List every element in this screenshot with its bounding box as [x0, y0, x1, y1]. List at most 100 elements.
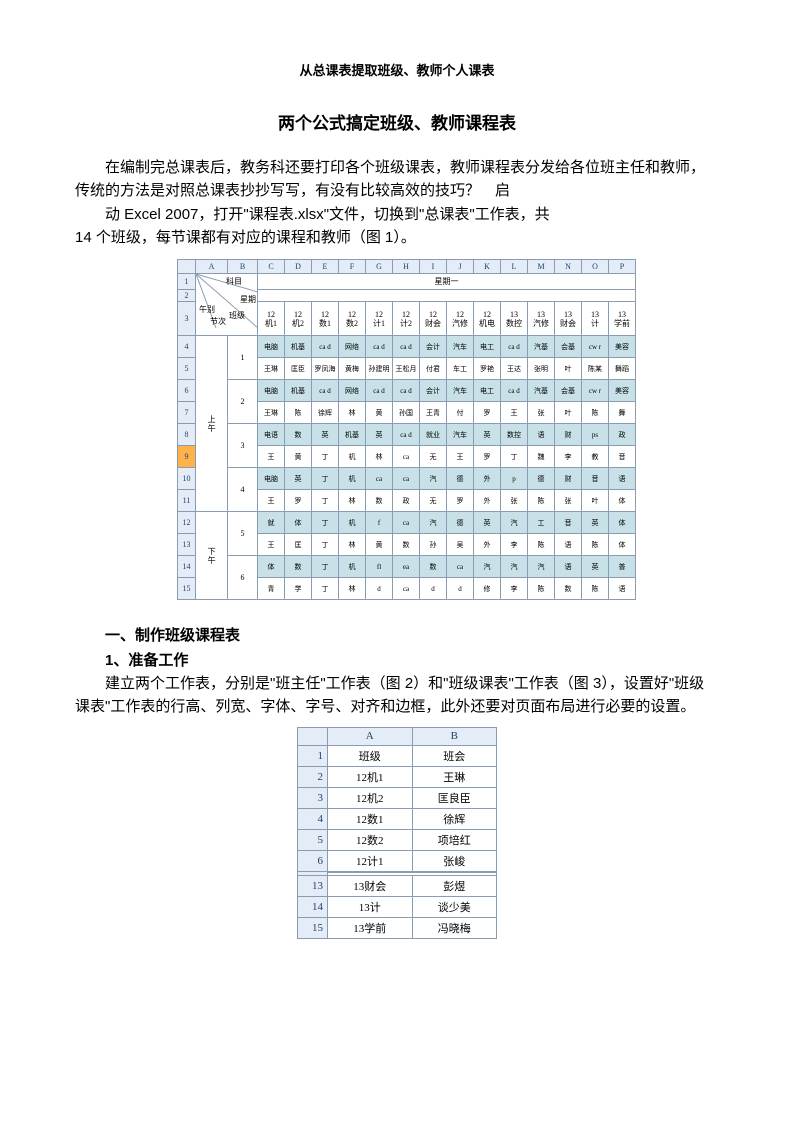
class-name-cell: 12计1: [366, 302, 393, 336]
data-cell: 英: [366, 424, 393, 446]
row-header: 6: [178, 380, 196, 402]
data-cell: 语: [555, 556, 582, 578]
data-cell: 王青: [420, 402, 447, 424]
data-cell: 黄: [366, 534, 393, 556]
class-name-cell: 12数2: [339, 302, 366, 336]
svg-text:科目: 科目: [226, 276, 242, 286]
data-cell: 汽: [474, 556, 501, 578]
data-cell: ca: [393, 578, 420, 600]
data-cell: 音: [609, 446, 636, 468]
col-header: E: [312, 260, 339, 274]
data-cell: 罗: [447, 490, 474, 512]
row-header: 5: [298, 829, 328, 850]
data-cell: 音: [555, 512, 582, 534]
teacher-cell: 谈少美: [412, 897, 497, 918]
row-header: 4: [178, 336, 196, 358]
day-header: 星期一: [258, 274, 636, 290]
data-cell: 汽: [501, 512, 528, 534]
data-cell: 青: [258, 578, 285, 600]
class-cell: 班级: [328, 745, 413, 766]
data-cell: ca d: [312, 380, 339, 402]
data-cell: 英: [285, 468, 312, 490]
data-cell: 无: [420, 446, 447, 468]
data-cell: cw r: [582, 380, 609, 402]
data-cell: ca d: [312, 336, 339, 358]
data-cell: 美容: [609, 380, 636, 402]
data-cell: ca: [447, 556, 474, 578]
lesson-number: 6: [228, 556, 258, 600]
data-cell: 德: [447, 468, 474, 490]
data-cell: 语: [555, 534, 582, 556]
col-header: J: [447, 260, 474, 274]
lesson-number: 3: [228, 424, 258, 468]
data-cell: 政: [609, 424, 636, 446]
data-cell: 丁: [312, 468, 339, 490]
data-cell: ca d: [501, 336, 528, 358]
data-cell: 数: [366, 490, 393, 512]
data-cell: 学: [285, 578, 312, 600]
section-heading-1: 一、制作班级课程表: [75, 624, 719, 645]
class-name-cell: 12数1: [312, 302, 339, 336]
data-cell: 丁: [312, 534, 339, 556]
data-cell: 叶: [555, 402, 582, 424]
data-cell: 王: [447, 446, 474, 468]
data-cell: 汽基: [528, 380, 555, 402]
data-cell: 教: [582, 446, 609, 468]
col-header: N: [555, 260, 582, 274]
data-cell: 孙国: [393, 402, 420, 424]
data-cell: 体: [609, 512, 636, 534]
data-cell: 财: [555, 424, 582, 446]
class-cell: 13学前: [328, 918, 413, 939]
data-cell: 英: [582, 556, 609, 578]
data-cell: 机基: [285, 380, 312, 402]
row-header: 12: [178, 512, 196, 534]
row-header: 11: [178, 490, 196, 512]
data-cell: 张: [555, 490, 582, 512]
data-cell: 罗艳: [474, 358, 501, 380]
class-name-cell: 12财会: [420, 302, 447, 336]
paragraph-intro-2: 动 Excel 2007，打开"课程表.xlsx"文件，切换到"总课表"工作表，…: [75, 203, 719, 226]
data-cell: 王琳: [258, 402, 285, 424]
paragraph-intro-3: 14 个班级，每节课都有对应的课程和教师（图 1）。: [75, 226, 719, 249]
row-header: 5: [178, 358, 196, 380]
data-cell: 机: [339, 446, 366, 468]
data-cell: 李: [501, 534, 528, 556]
data-cell: fl: [366, 556, 393, 578]
row-header: 1: [298, 745, 328, 766]
data-cell: 外: [474, 490, 501, 512]
data-cell: 汽车: [447, 424, 474, 446]
data-cell: 孙: [420, 534, 447, 556]
paragraph-intro-1: 在编制完总课表后，教务科还要打印各个班级课表，教师课程表分发给各位班主任和教师，…: [75, 156, 719, 203]
data-cell: 电脑: [258, 380, 285, 402]
class-name-cell: 13学前: [609, 302, 636, 336]
class-cell: 12数2: [328, 829, 413, 850]
data-cell: 美容: [609, 336, 636, 358]
period-pm: 下午: [196, 512, 228, 600]
row-header: 4: [298, 808, 328, 829]
data-cell: 王达: [501, 358, 528, 380]
class-name-cell: 13数控: [501, 302, 528, 336]
data-cell: 罗: [474, 446, 501, 468]
col-header: A: [328, 727, 413, 745]
row-header: 13: [298, 876, 328, 897]
data-cell: 无: [420, 490, 447, 512]
data-cell: 机: [339, 468, 366, 490]
data-cell: 张: [501, 490, 528, 512]
data-cell: 音: [582, 468, 609, 490]
class-name-cell: 12机1: [258, 302, 285, 336]
class-cell: 13财会: [328, 876, 413, 897]
data-cell: 会基: [555, 336, 582, 358]
data-cell: 机: [339, 512, 366, 534]
data-cell: 汽: [528, 556, 555, 578]
data-cell: ca: [366, 468, 393, 490]
data-cell: 语: [609, 578, 636, 600]
class-cell: 12机2: [328, 787, 413, 808]
col-header: L: [501, 260, 528, 274]
row-header: 8: [178, 424, 196, 446]
data-cell: 王: [258, 446, 285, 468]
diagonal-header: 科目星期班级午别节次: [196, 274, 258, 336]
row-header: 1: [178, 274, 196, 290]
data-cell: 会基: [555, 380, 582, 402]
svg-text:星期: 星期: [240, 295, 256, 304]
data-cell: 陈: [582, 578, 609, 600]
